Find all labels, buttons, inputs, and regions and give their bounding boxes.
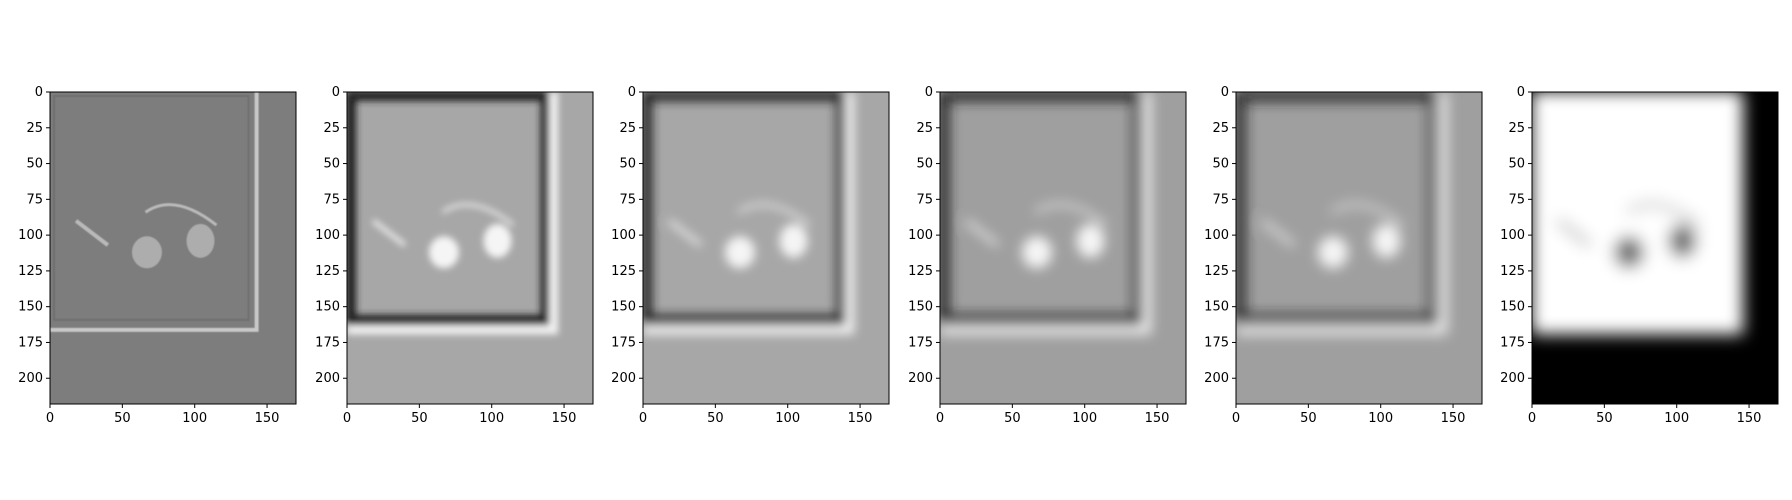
y-tick-label: 0 bbox=[35, 85, 43, 100]
panel-6: 0 50 100 150 0 25 50 75 100 125 150 175 200 bbox=[1500, 82, 1788, 434]
x-tick-label: 0 bbox=[639, 411, 647, 426]
y-tick-label: 175 bbox=[1204, 335, 1229, 350]
y-tick-label: 100 bbox=[1500, 228, 1525, 243]
y-tick-label: 125 bbox=[18, 264, 43, 279]
y-tick-label: 200 bbox=[1204, 371, 1229, 386]
image-content bbox=[940, 92, 1186, 404]
y-tick-label: 0 bbox=[1221, 85, 1229, 100]
panel-4: 0 50 100 150 0 25 50 75 100 125 150 175 200 bbox=[908, 82, 1196, 434]
x-tick-label: 0 bbox=[936, 411, 944, 426]
y-tick-label: 200 bbox=[18, 371, 43, 386]
y-tick-label: 175 bbox=[18, 335, 43, 350]
y-tick-label: 150 bbox=[1204, 300, 1229, 315]
y-tick-label: 150 bbox=[908, 300, 933, 315]
y-tick-label: 0 bbox=[332, 85, 340, 100]
y-tick-label: 125 bbox=[1204, 264, 1229, 279]
y-tick-label: 75 bbox=[1212, 192, 1229, 207]
y-tick-label: 125 bbox=[1500, 264, 1525, 279]
y-tick-label: 175 bbox=[908, 335, 933, 350]
x-tick-label: 150 bbox=[1737, 411, 1762, 426]
y-tick-label: 0 bbox=[925, 85, 933, 100]
x-tick-label: 150 bbox=[1145, 411, 1170, 426]
y-tick-label: 75 bbox=[26, 192, 43, 207]
y-tick-label: 50 bbox=[26, 157, 43, 172]
image-plot: 0 50 100 150 0 25 50 75 100 125 150 175 200 bbox=[1500, 85, 1779, 426]
image-content bbox=[1532, 92, 1778, 404]
y-tick-label: 200 bbox=[611, 371, 636, 386]
y-tick-label: 25 bbox=[1508, 121, 1525, 136]
x-tick-label: 150 bbox=[255, 411, 280, 426]
y-tick-label: 25 bbox=[1212, 121, 1229, 136]
x-tick-label: 100 bbox=[1072, 411, 1097, 426]
y-tick-label: 175 bbox=[315, 335, 340, 350]
y-tick-label: 50 bbox=[916, 157, 933, 172]
image-plot: 0 50 100 150 0 25 50 75 100 125 150 175 200 bbox=[18, 85, 297, 426]
image-plot: 0 50 100 150 0 25 50 75 100 125 150 175 200 bbox=[908, 85, 1187, 426]
panel-3: 0 50 100 150 0 25 50 75 100 125 150 175 200 bbox=[611, 82, 899, 434]
image-content bbox=[643, 92, 889, 404]
x-tick-label: 50 bbox=[1300, 411, 1317, 426]
x-tick-label: 0 bbox=[1232, 411, 1240, 426]
image-plot: 0 50 100 150 0 25 50 75 100 125 150 175 200 bbox=[315, 85, 594, 426]
y-tick-label: 0 bbox=[628, 85, 636, 100]
x-tick-label: 150 bbox=[552, 411, 577, 426]
x-tick-label: 0 bbox=[46, 411, 54, 426]
y-tick-label: 100 bbox=[315, 228, 340, 243]
y-tick-label: 75 bbox=[619, 192, 636, 207]
x-tick-label: 0 bbox=[1528, 411, 1536, 426]
y-tick-label: 100 bbox=[18, 228, 43, 243]
x-tick-label: 100 bbox=[775, 411, 800, 426]
x-tick-label: 0 bbox=[343, 411, 351, 426]
y-tick-label: 200 bbox=[315, 371, 340, 386]
y-tick-label: 150 bbox=[315, 300, 340, 315]
x-tick-label: 100 bbox=[479, 411, 504, 426]
y-tick-label: 25 bbox=[323, 121, 340, 136]
x-tick-label: 100 bbox=[1664, 411, 1689, 426]
y-tick-label: 150 bbox=[18, 300, 43, 315]
y-tick-label: 50 bbox=[619, 157, 636, 172]
panel-5: 0 50 100 150 0 25 50 75 100 125 150 175 200 bbox=[1204, 82, 1492, 434]
y-tick-label: 100 bbox=[1204, 228, 1229, 243]
x-tick-label: 100 bbox=[182, 411, 207, 426]
panel-1: 0 50 100 150 0 25 50 75 100 125 150 175 200 bbox=[18, 82, 306, 434]
y-tick-label: 25 bbox=[916, 121, 933, 136]
x-tick-label: 50 bbox=[707, 411, 724, 426]
image-plot: 0 50 100 150 0 25 50 75 100 125 150 175 200 bbox=[1204, 85, 1483, 426]
y-tick-label: 150 bbox=[611, 300, 636, 315]
image-plot: 0 50 100 150 0 25 50 75 100 125 150 175 200 bbox=[611, 85, 890, 426]
panel-2: 0 50 100 150 0 25 50 75 100 125 150 175 200 bbox=[315, 82, 603, 434]
x-tick-label: 50 bbox=[114, 411, 131, 426]
y-tick-label: 25 bbox=[619, 121, 636, 136]
y-tick-label: 100 bbox=[611, 228, 636, 243]
x-tick-label: 50 bbox=[1596, 411, 1613, 426]
y-tick-label: 50 bbox=[323, 157, 340, 172]
y-tick-label: 175 bbox=[611, 335, 636, 350]
y-tick-label: 125 bbox=[315, 264, 340, 279]
y-tick-label: 200 bbox=[908, 371, 933, 386]
y-tick-label: 50 bbox=[1212, 157, 1229, 172]
y-tick-label: 75 bbox=[1508, 192, 1525, 207]
y-tick-label: 150 bbox=[1500, 300, 1525, 315]
x-tick-label: 100 bbox=[1368, 411, 1393, 426]
y-tick-label: 175 bbox=[1500, 335, 1525, 350]
image-content bbox=[1236, 92, 1482, 404]
y-tick-label: 25 bbox=[26, 121, 43, 136]
y-tick-label: 50 bbox=[1508, 157, 1525, 172]
image-content bbox=[347, 92, 593, 404]
y-tick-label: 100 bbox=[908, 228, 933, 243]
x-tick-label: 150 bbox=[1441, 411, 1466, 426]
y-tick-label: 75 bbox=[916, 192, 933, 207]
x-tick-label: 50 bbox=[1004, 411, 1021, 426]
y-tick-label: 0 bbox=[1517, 85, 1525, 100]
x-tick-label: 150 bbox=[848, 411, 873, 426]
x-tick-label: 50 bbox=[411, 411, 428, 426]
y-tick-label: 75 bbox=[323, 192, 340, 207]
y-tick-label: 125 bbox=[611, 264, 636, 279]
image-content bbox=[50, 92, 296, 404]
y-tick-label: 125 bbox=[908, 264, 933, 279]
y-tick-label: 200 bbox=[1500, 371, 1525, 386]
